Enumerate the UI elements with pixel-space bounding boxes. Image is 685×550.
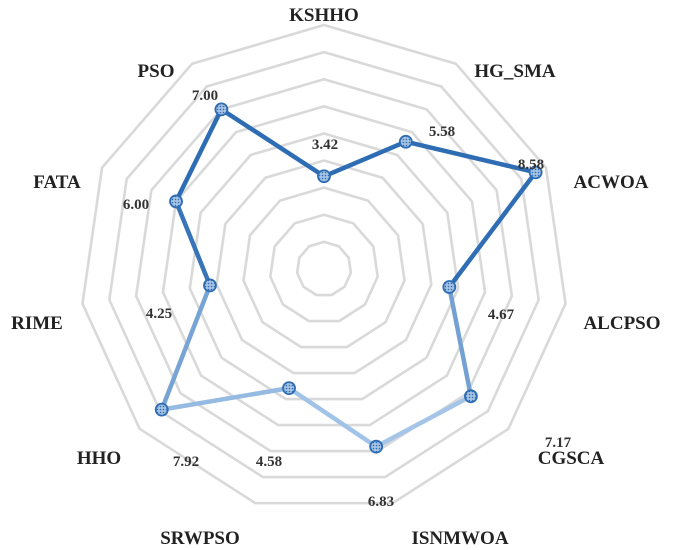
axis-label-kshho: KSHHO [289, 5, 359, 26]
series-segment [373, 394, 474, 449]
axis-label-srwpso: SRWPSO [160, 528, 240, 549]
data-point-srwpso [282, 381, 296, 396]
value-label: 5.58 [429, 124, 455, 140]
grid-ring [268, 213, 380, 323]
series-segment [321, 139, 409, 179]
series-segment [173, 199, 213, 288]
series-segment [447, 170, 538, 290]
axis-label-cgsca: CGSCA [538, 448, 605, 469]
series-segment [159, 283, 213, 412]
value-label: 6.83 [368, 494, 394, 510]
series-segment [286, 385, 379, 449]
axis-label-rime: RIME [11, 313, 63, 334]
grid-ring [295, 240, 353, 297]
value-label: 4.58 [256, 454, 282, 470]
grid-ring [161, 104, 487, 427]
value-label: 8.58 [518, 157, 544, 173]
grid-ring [107, 50, 541, 479]
radar-series [159, 107, 538, 449]
data-point-hho [154, 402, 169, 417]
data-point-alcpso [442, 280, 457, 294]
series-segment [447, 284, 474, 399]
grid-ring [242, 186, 406, 349]
series-segment [403, 139, 538, 175]
grid-ring [215, 159, 433, 375]
radar-grid [81, 23, 567, 505]
data-point-fata [169, 194, 183, 209]
data-point-cgsca [464, 389, 478, 404]
data-point-acwoa [528, 165, 543, 180]
axis-label-hg-sma: HG_SMA [474, 61, 556, 82]
radar-labels: KSHHO HG_SMA ACWOA ALCPSO CGSCA ISNMWOA SRWPSO… [11, 5, 660, 549]
value-label: 4.25 [146, 306, 172, 322]
radar-markers [154, 102, 543, 454]
data-point-rime [203, 278, 217, 293]
value-label: 7.17 [545, 435, 572, 451]
series-segment [219, 107, 327, 179]
axis-label-isnmwoa: ISNMWOA [411, 528, 508, 549]
value-label: 4.67 [488, 307, 515, 323]
grid-ring [134, 77, 514, 453]
series-segment [159, 385, 292, 412]
axis-label-hho: HHO [77, 448, 121, 469]
axis-label-fata: FATA [33, 172, 81, 193]
series-segment [173, 107, 224, 204]
data-point-kshho [317, 169, 331, 184]
value-label: 3.42 [312, 137, 338, 153]
axis-label-alcpso: ALCPSO [583, 313, 660, 334]
grid-ring [81, 23, 567, 505]
axis-label-acwoa: ACWOA [574, 172, 649, 193]
data-point-pso [214, 102, 229, 117]
value-label: 7.92 [173, 454, 199, 470]
value-label: 6.00 [123, 197, 149, 213]
value-label: 7.00 [192, 88, 218, 104]
data-point-isnmwoa [369, 439, 384, 454]
grid-ring [188, 132, 460, 401]
data-point-hg-sma [398, 134, 413, 149]
axis-label-pso: PSO [138, 61, 175, 82]
